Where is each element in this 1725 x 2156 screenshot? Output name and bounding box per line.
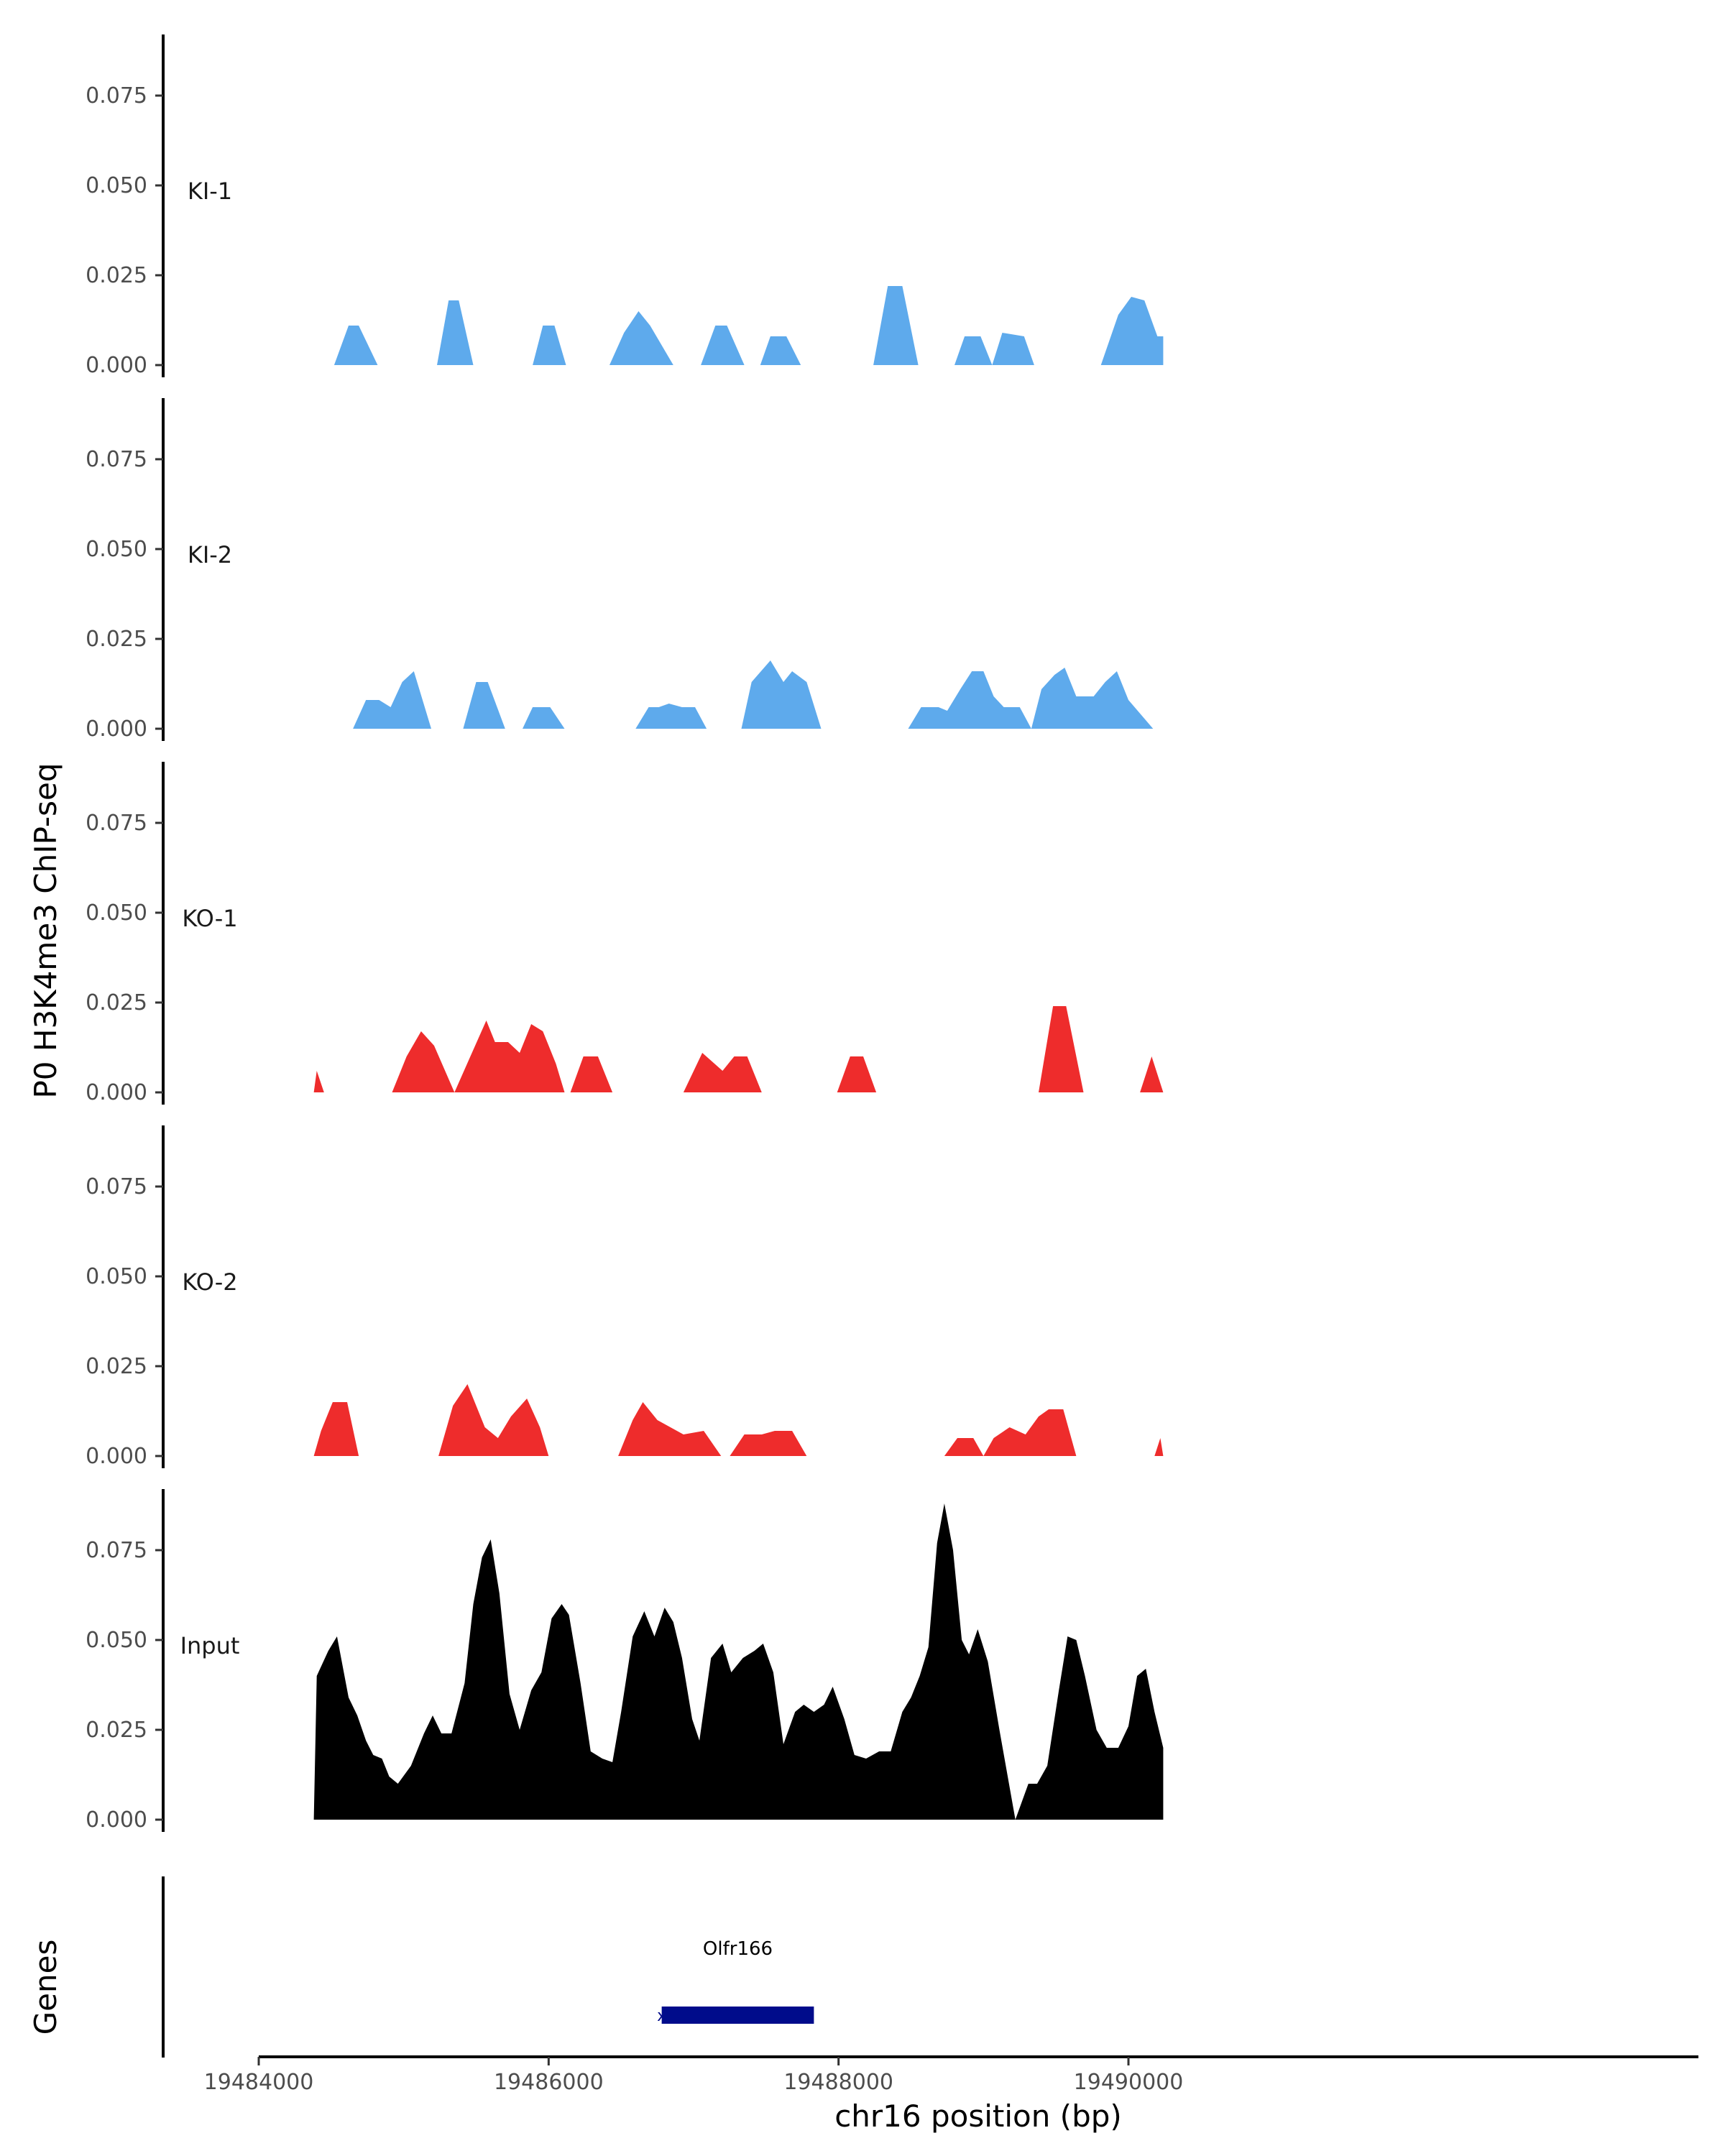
signal-area bbox=[730, 1431, 807, 1456]
signal-area bbox=[1039, 1006, 1084, 1092]
signal-area bbox=[683, 1053, 762, 1092]
track-KO-1: 0.000 0.025 0.050 0.075 KO-1 bbox=[86, 762, 1164, 1105]
signal-area bbox=[635, 704, 707, 729]
signal-area bbox=[533, 326, 566, 365]
y-tick-label: 0.050 bbox=[86, 1628, 147, 1653]
signal-area bbox=[701, 326, 745, 365]
y-tick-label: 0.025 bbox=[86, 990, 147, 1015]
y-tick-label: 0.025 bbox=[86, 1354, 147, 1379]
y-tick-label: 0.075 bbox=[86, 1174, 147, 1199]
signal-area bbox=[873, 286, 919, 365]
gene-body bbox=[661, 2007, 814, 2024]
signal-area bbox=[618, 1402, 722, 1456]
signal-area bbox=[837, 1056, 877, 1092]
signal-area bbox=[463, 682, 505, 729]
signal-area bbox=[313, 1503, 1164, 1820]
genes-track-title: Genes bbox=[28, 1940, 63, 2035]
signal-area bbox=[437, 300, 474, 365]
signal-area bbox=[313, 1071, 324, 1092]
signal-area bbox=[760, 336, 801, 365]
signal-area bbox=[1154, 1438, 1164, 1456]
y-tick-label: 0.000 bbox=[86, 1080, 147, 1105]
x-axis: chr16 position (bp) 19484000 19486000 1948… bbox=[204, 2055, 1698, 2134]
signal-area bbox=[313, 1402, 359, 1456]
y-axis-title: P0 H3K4me3 ChIP-seq bbox=[28, 763, 63, 1098]
track-KI-1: 0.000 0.025 0.050 0.075 KI-1 bbox=[86, 34, 1164, 378]
signal-area bbox=[908, 668, 1154, 729]
ChIP-seq-tracks: 0.0000.0250.0500.075KI-10.0000.0250.0500… bbox=[86, 34, 1164, 1833]
y-tick-label: 0.075 bbox=[86, 1538, 147, 1563]
signal-area bbox=[392, 1021, 565, 1092]
signal-area bbox=[610, 311, 673, 365]
signal-area bbox=[1100, 297, 1164, 365]
y-tick-label: 0.025 bbox=[86, 1718, 147, 1743]
signal-area bbox=[334, 326, 378, 365]
genes-track: Genes Olfr166 x bbox=[28, 1876, 814, 2058]
track-KI-2: 0.000 0.025 0.050 0.075 KI-2 bbox=[86, 398, 1154, 742]
track-label: Input bbox=[180, 1632, 240, 1659]
track-label: KO-1 bbox=[182, 905, 237, 932]
track-KO-2: 0.000 0.025 0.050 0.075 KO-2 bbox=[86, 1125, 1164, 1469]
signal-area bbox=[523, 707, 565, 729]
x-tick-label: 19486000 bbox=[494, 2070, 604, 2095]
y-tick-label: 0.075 bbox=[86, 447, 147, 472]
y-tick-label: 0.050 bbox=[86, 900, 147, 926]
signal-area bbox=[570, 1056, 613, 1092]
y-tick-label: 0.000 bbox=[86, 717, 147, 742]
track-label: KI-1 bbox=[188, 178, 232, 205]
y-tick-label: 0.050 bbox=[86, 1264, 147, 1289]
signal-area bbox=[438, 1384, 549, 1456]
y-tick-label: 0.000 bbox=[86, 353, 147, 378]
signal-area bbox=[353, 671, 431, 729]
y-tick-label: 0.050 bbox=[86, 537, 147, 562]
signal-area bbox=[1140, 1056, 1164, 1092]
track-Input: 0.000 0.025 0.050 0.075 Input bbox=[86, 1489, 1164, 1833]
signal-area bbox=[741, 660, 822, 729]
x-tick-label: 19490000 bbox=[1074, 2070, 1184, 2095]
y-tick-label: 0.025 bbox=[86, 627, 147, 652]
y-tick-label: 0.000 bbox=[86, 1444, 147, 1469]
x-axis-title: chr16 position (bp) bbox=[834, 2099, 1122, 2134]
gene-label: Olfr166 bbox=[703, 1938, 773, 1960]
signal-area bbox=[954, 333, 1034, 365]
y-tick-label: 0.025 bbox=[86, 263, 147, 288]
x-tick-label: 19484000 bbox=[204, 2070, 314, 2095]
y-tick-label: 0.050 bbox=[86, 173, 147, 198]
y-tick-label: 0.000 bbox=[86, 1807, 147, 1833]
track-label: KI-2 bbox=[188, 541, 232, 568]
track-label: KO-2 bbox=[182, 1268, 237, 1296]
x-tick-label: 19488000 bbox=[783, 2070, 893, 2095]
signal-area bbox=[944, 1409, 1077, 1456]
gene-strand-mark: x bbox=[657, 2007, 666, 2025]
y-tick-label: 0.075 bbox=[86, 83, 147, 109]
y-tick-label: 0.075 bbox=[86, 811, 147, 836]
